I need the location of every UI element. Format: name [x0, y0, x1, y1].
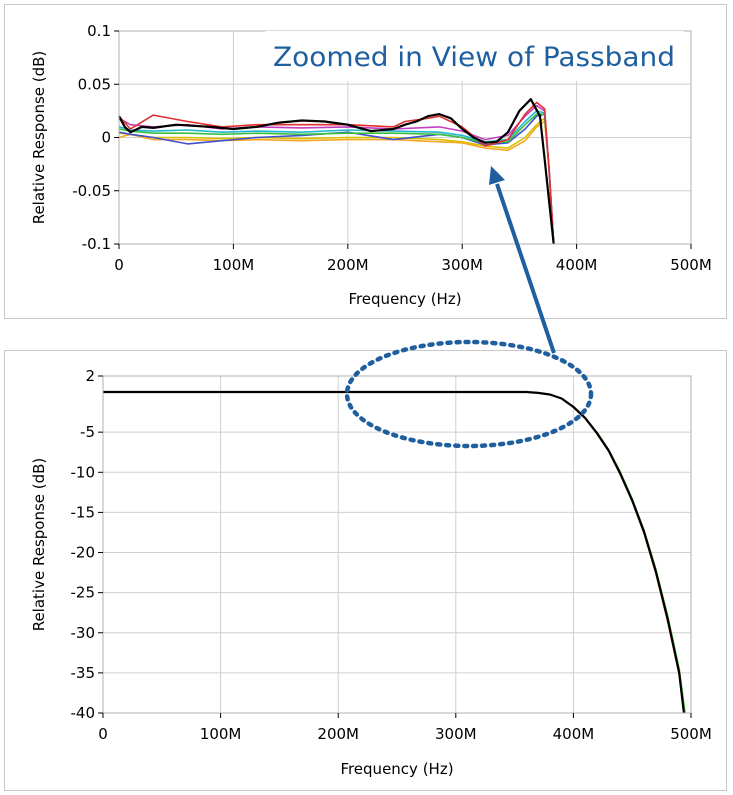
callout-arrow-line — [495, 183, 556, 354]
top-y-tick-label-0: 0.1 — [87, 22, 111, 40]
top-x-tick-label-1: 100M — [213, 256, 255, 274]
bottom-x-axis-label: Frequency (Hz) — [340, 760, 453, 778]
bottom-series-black — [103, 390, 685, 714]
top-series — [118, 98, 555, 245]
bottom-panel-frame — [4, 350, 727, 791]
bottom-y-axis-label: Relative Response (dB) — [30, 458, 48, 632]
top-series-blue — [118, 113, 555, 245]
passband-highlight-ellipse — [344, 339, 594, 449]
bottom-y-tick-label-6: -30 — [71, 624, 96, 642]
bottom-x-tick-label-0: 0 — [98, 725, 108, 743]
bottom-y-tick-label-8: -40 — [71, 704, 96, 722]
bottom-y-tick-label-5: -25 — [71, 584, 96, 602]
bottom-y-tick-label-2: -10 — [71, 463, 96, 481]
top-y-tick-label-1: 0.05 — [78, 75, 111, 93]
bottom-series — [103, 390, 686, 714]
annotation-box — [265, 31, 684, 81]
top-series-yellow — [118, 117, 555, 245]
bottom-x-tick-label-4: 400M — [553, 725, 595, 743]
top-y-axis-label: Relative Response (dB) — [30, 51, 48, 225]
top-y-tick-label-4: -0.1 — [82, 235, 111, 253]
bottom-x-tick-label-2: 200M — [317, 725, 359, 743]
top-y-tick-label-3: -0.05 — [72, 182, 111, 200]
top-series-black — [118, 98, 555, 245]
top-y-tick-label-2: 0 — [101, 129, 111, 147]
top-x-tick-label-3: 300M — [441, 256, 483, 274]
bottom-x-tick-label-3: 300M — [435, 725, 477, 743]
top-x-tick-label-0: 0 — [114, 256, 124, 274]
top-x-tick-label-2: 200M — [327, 256, 369, 274]
bottom-x-tick-label-5: 500M — [670, 725, 712, 743]
top-x-ticks: 0 100M 200M 300M 400M 500M — [114, 244, 712, 274]
top-y-ticks: 0.1 0.05 0 -0.05 -0.1 — [72, 22, 119, 253]
top-x-tick-label-4: 400M — [556, 256, 598, 274]
annotation-text: Zoomed in View of Passband — [273, 42, 675, 73]
bottom-plot-border — [102, 375, 692, 714]
top-x-tick-label-5: 500M — [670, 256, 712, 274]
bottom-y-ticks: 2 -5 -10 -15 -20 -25 -30 -35 -40 — [71, 367, 103, 722]
bottom-y-tick-label-1: -5 — [80, 423, 95, 441]
bottom-y-tick-label-4: -20 — [71, 544, 96, 562]
callout-arrow-head — [489, 166, 505, 185]
top-x-axis-label: Frequency (Hz) — [348, 290, 461, 308]
top-series-orange — [118, 120, 555, 245]
bottom-y-tick-label-0: 2 — [85, 367, 95, 385]
bottom-y-tick-label-7: -35 — [71, 664, 96, 682]
full-response-chart: 2 -5 -10 -15 -20 -25 -30 -35 -40 0 100M 200M 300M 40… — [30, 367, 712, 778]
bottom-x-ticks: 0 100M 200M 300M 400M 500M — [98, 713, 712, 743]
bottom-y-tick-label-3: -15 — [71, 503, 96, 521]
bottom-x-tick-label-1: 100M — [200, 725, 242, 743]
